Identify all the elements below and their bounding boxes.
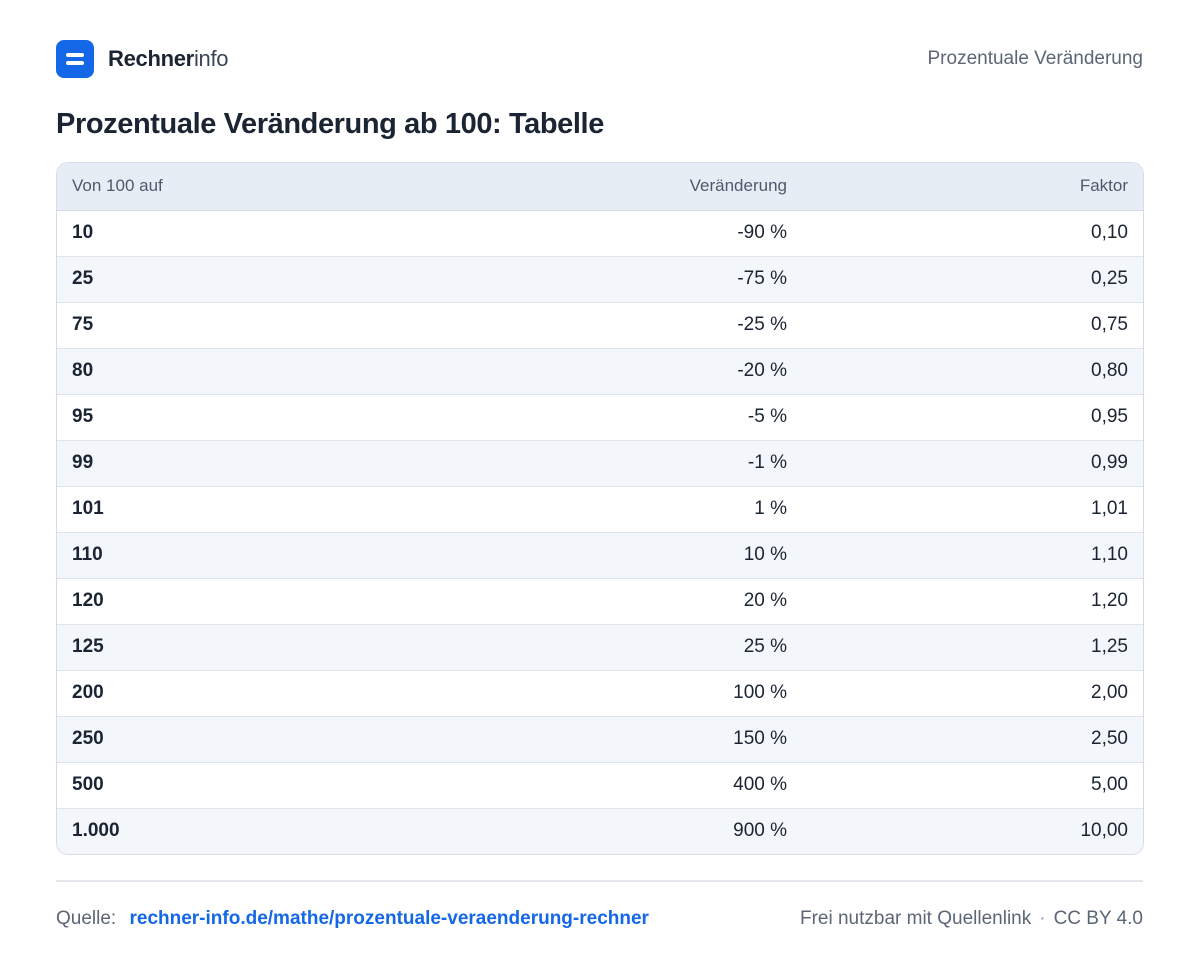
cell-change: 100 % bbox=[427, 670, 787, 717]
table-row: 120 20 % 1,20 bbox=[57, 578, 1143, 625]
cell-change: -25 % bbox=[427, 302, 787, 349]
cell-value: 1.000 bbox=[72, 820, 120, 842]
cell-value: 125 bbox=[57, 624, 427, 671]
equals-logo-icon bbox=[56, 40, 94, 78]
license-text: Frei nutzbar mit Quellenlink bbox=[799, 908, 1032, 929]
page-title: Prozentuale Veränderung ab 100: Tabelle bbox=[56, 108, 604, 140]
cell-change: 20 % bbox=[427, 578, 787, 625]
cell-change: 1 % bbox=[427, 486, 787, 533]
table-row: 10 -90 % 0,10 bbox=[57, 210, 1143, 257]
table-row: 75 -25 % 0,75 bbox=[57, 302, 1143, 349]
cell-value: 200 bbox=[57, 670, 427, 717]
brand-name: Rechnerinfo bbox=[108, 46, 229, 72]
brand-logo[interactable]: Rechnerinfo bbox=[56, 40, 229, 78]
cell-value: 10 bbox=[57, 210, 427, 257]
cell-value: 110 bbox=[57, 532, 427, 579]
table-row: 250 150 % 2,50 bbox=[57, 716, 1143, 763]
cell-value: 75 bbox=[57, 302, 427, 349]
column-header-factor: Faktor bbox=[787, 163, 1143, 211]
cell-factor: 1,01 bbox=[787, 486, 1143, 533]
footer-divider bbox=[56, 880, 1143, 882]
table-row: 99 -1 % 0,99 bbox=[57, 440, 1143, 487]
cell-change: 25 % bbox=[427, 624, 787, 671]
cell-change: -75 % bbox=[427, 256, 787, 303]
header-topic: Prozentuale Veränderung bbox=[927, 48, 1144, 69]
cell-factor: 0,80 bbox=[787, 348, 1143, 395]
cell-factor: 0,10 bbox=[787, 210, 1143, 257]
column-header-change: Veränderung bbox=[427, 163, 787, 211]
source-link[interactable]: rechner-info.de/mathe/prozentuale-veraen… bbox=[129, 908, 649, 929]
column-header-value: Von 100 auf bbox=[57, 163, 427, 211]
cell-value: 99 bbox=[57, 440, 427, 487]
cell-change: -90 % bbox=[427, 210, 787, 257]
cell-factor: 0,95 bbox=[787, 394, 1143, 441]
table-row: 95 -5 % 0,95 bbox=[57, 394, 1143, 441]
cell-change: 10 % bbox=[427, 532, 787, 579]
cell-factor: 0,25 bbox=[787, 256, 1143, 303]
source-label: Quelle: bbox=[56, 908, 117, 929]
table-header-row: Von 100 auf Veränderung Faktor bbox=[57, 163, 1143, 211]
brand-name-strong: Rechner bbox=[108, 46, 194, 71]
table-row: 101 1 % 1,01 bbox=[57, 486, 1143, 533]
table-row: 1.000 900 % 10,00 bbox=[57, 808, 1143, 854]
table-row: 125 25 % 1,25 bbox=[57, 624, 1143, 671]
percentage-table: Von 100 auf Veränderung Faktor 10 -90 % 0,… bbox=[56, 162, 1144, 855]
cell-change: 900 % bbox=[733, 820, 787, 842]
cell-value: 500 bbox=[57, 762, 427, 809]
cell-value: 120 bbox=[57, 578, 427, 625]
cell-change: -1 % bbox=[427, 440, 787, 487]
cell-change: 150 % bbox=[427, 716, 787, 763]
cell-factor: 1,25 bbox=[787, 624, 1143, 671]
cell-factor: 10,00 bbox=[1080, 820, 1128, 842]
cell-factor: 5,00 bbox=[787, 762, 1143, 809]
license-separator: · bbox=[1039, 908, 1046, 929]
cell-value: 250 bbox=[57, 716, 427, 763]
cell-factor: 2,00 bbox=[787, 670, 1143, 717]
cell-value: 80 bbox=[57, 348, 427, 395]
brand-name-light: info bbox=[193, 46, 229, 71]
cell-change: 400 % bbox=[427, 762, 787, 809]
license-block: Frei nutzbar mit Quellenlink · CC BY 4.0 bbox=[800, 908, 1143, 930]
cell-factor: 2,50 bbox=[787, 716, 1143, 763]
cell-factor: 0,99 bbox=[787, 440, 1143, 487]
source-block: Quelle: rechner-info.de/mathe/prozentual… bbox=[56, 908, 649, 930]
cell-value: 25 bbox=[57, 256, 427, 303]
cell-value: 101 bbox=[57, 486, 427, 533]
cell-factor: 0,75 bbox=[787, 302, 1143, 349]
cell-change: -5 % bbox=[427, 394, 787, 441]
site-header: Rechnerinfo Prozentuale Veränderung bbox=[56, 40, 1143, 78]
site-footer: Quelle: rechner-info.de/mathe/prozentual… bbox=[56, 904, 1143, 934]
cell-value: 95 bbox=[57, 394, 427, 441]
table-row: 25 -75 % 0,25 bbox=[57, 256, 1143, 303]
table-row: 500 400 % 5,00 bbox=[57, 762, 1143, 809]
table-row: 80 -20 % 0,80 bbox=[57, 348, 1143, 395]
table-row: 110 10 % 1,10 bbox=[57, 532, 1143, 579]
table-row: 200 100 % 2,00 bbox=[57, 670, 1143, 717]
table-body: 10 -90 % 0,10 25 -75 % 0,25 75 -25 % 0,75 80 -20 %… bbox=[57, 210, 1143, 854]
cell-factor: 1,20 bbox=[787, 578, 1143, 625]
cell-factor: 1,10 bbox=[787, 532, 1143, 579]
cell-change: -20 % bbox=[427, 348, 787, 395]
license-name: CC BY 4.0 bbox=[1053, 908, 1143, 929]
